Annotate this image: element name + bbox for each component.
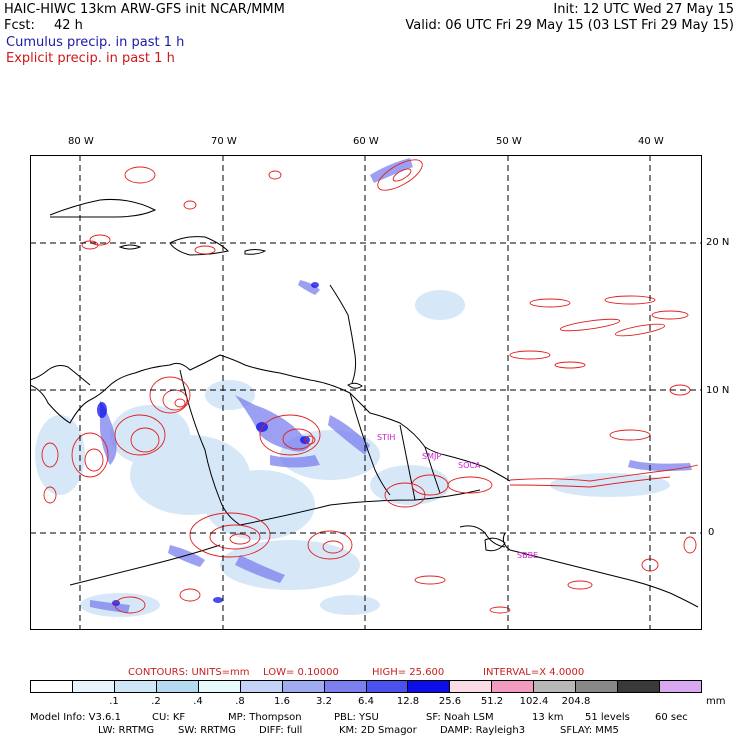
colorbar-swatch	[366, 681, 409, 692]
model-info-cu: CU: KF	[152, 712, 186, 723]
colorbar-swatch	[576, 681, 619, 692]
model-info-sflay: SFLAY: MM5	[560, 725, 619, 736]
border-south-interior	[239, 489, 481, 526]
colorbar-label: 3.2	[316, 696, 332, 707]
forecast-hour: 42 h	[54, 18, 83, 33]
colorbar-swatch	[618, 681, 661, 692]
lat-label-20n: 20 N	[706, 237, 730, 248]
colorbar-swatch	[660, 681, 701, 692]
colorbar-swatch	[324, 681, 367, 692]
island-hispaniola	[169, 236, 229, 256]
colorbar-label: .8	[235, 696, 245, 707]
model-info-damp: DAMP: Rayleigh3	[440, 725, 526, 736]
station-label-sbbe: SBBE	[517, 551, 538, 560]
coastline-brazil	[502, 532, 699, 608]
lat-label-0: 0	[708, 527, 715, 538]
model-info-timestep: 60 sec	[655, 712, 688, 723]
colorbar-swatch	[534, 681, 577, 692]
header-valid-time: Valid: 06 UTC Fri 29 May 15 (03 LST Fri …	[405, 18, 734, 33]
colorbar-label: 12.8	[396, 696, 420, 707]
colorbar-swatch	[492, 681, 535, 692]
border-colombia-peru	[69, 544, 221, 586]
colorbar-swatch	[72, 681, 115, 692]
colorbar-label: .1	[109, 696, 119, 707]
model-info-resolution: 13 km	[532, 712, 564, 723]
colorbar-label: 1.6	[274, 696, 290, 707]
graticule	[30, 155, 702, 630]
colorbar-label: 102.4	[519, 696, 549, 707]
contours-interval: INTERVAL=X 4.0000	[483, 667, 585, 678]
lat-label-10n: 10 N	[706, 385, 730, 396]
model-info-pbl: PBL: YSU	[334, 712, 379, 723]
lon-label-80w: 80 W	[68, 136, 94, 147]
colorbar-label: 51.2	[480, 696, 504, 707]
header-init-time: Init: 12 UTC Wed 27 May 15	[553, 2, 734, 17]
precipitation-map: STIH SMJP SOCA SBBE	[30, 155, 702, 630]
border-guyana-suriname	[399, 424, 416, 501]
colorbar-swatch	[156, 681, 199, 692]
island-cuba	[49, 199, 157, 218]
station-label-soca: SOCA	[458, 461, 481, 470]
colorbar-label: 6.4	[358, 696, 374, 707]
island-jamaica	[118, 244, 142, 250]
colorbar-label: .2	[151, 696, 161, 707]
colorbar-swatch	[282, 681, 325, 692]
lon-label-40w: 40 W	[638, 136, 664, 147]
colorbar-swatch	[408, 681, 451, 692]
border-venezuela-guyana	[349, 392, 391, 496]
contours-units: CONTOURS: UNITS=mm	[128, 667, 250, 678]
colorbar-label: 204.8	[561, 696, 591, 707]
island-trinidad	[347, 382, 363, 389]
lon-label-60w: 60 W	[353, 136, 379, 147]
lon-label-70w: 70 W	[211, 136, 237, 147]
colorbar-swatch	[114, 681, 157, 692]
model-info-sf: SF: Noah LSM	[426, 712, 494, 723]
colorbar-label: 25.6	[438, 696, 462, 707]
colorbar-label: .4	[193, 696, 203, 707]
legend-cumulus: Cumulus precip. in past 1 h	[6, 35, 185, 50]
land-outlines	[30, 199, 699, 608]
model-info-version: Model Info: V3.6.1	[30, 712, 121, 723]
model-info-levels: 51 levels	[585, 712, 630, 723]
model-info-lw: LW: RRTMG	[98, 725, 155, 736]
lesser-antilles	[329, 284, 357, 384]
colorbar-swatch	[450, 681, 493, 692]
colorbar-unit: mm	[706, 696, 726, 707]
station-labels: STIH SMJP SOCA SBBE	[377, 433, 538, 560]
model-info-diff: DIFF: full	[259, 725, 303, 736]
lon-label-50w: 50 W	[496, 136, 522, 147]
cumulus-precip-medium	[90, 158, 692, 613]
station-label-smjp: SMJP	[422, 452, 441, 461]
station-label-stih: STIH	[377, 433, 395, 442]
map-frame	[30, 155, 702, 630]
colorbar-swatch	[31, 681, 73, 692]
legend-explicit: Explicit precip. in past 1 h	[6, 51, 175, 66]
contours-low: LOW= 0.10000	[263, 667, 339, 678]
model-info-mp: MP: Thompson	[228, 712, 302, 723]
coastline-panama	[30, 365, 91, 386]
explicit-precip-contours	[41, 159, 699, 614]
colorbar-swatch	[240, 681, 283, 692]
contours-high: HIGH= 25.600	[372, 667, 445, 678]
island-puerto-rico	[244, 249, 267, 255]
map-background	[30, 155, 702, 630]
forecast-label: Fcst:	[4, 18, 35, 33]
colorbar-swatch	[198, 681, 241, 692]
model-info-km: KM: 2D Smagor	[339, 725, 417, 736]
precip-colorbar	[30, 680, 702, 693]
model-info-sw: SW: RRTMG	[178, 725, 236, 736]
border-suriname-guiana	[424, 446, 441, 494]
header-title: HAIC-HIWC 13km ARW-GFS init NCAR/MMM	[4, 2, 285, 17]
marajo-island	[484, 537, 506, 552]
